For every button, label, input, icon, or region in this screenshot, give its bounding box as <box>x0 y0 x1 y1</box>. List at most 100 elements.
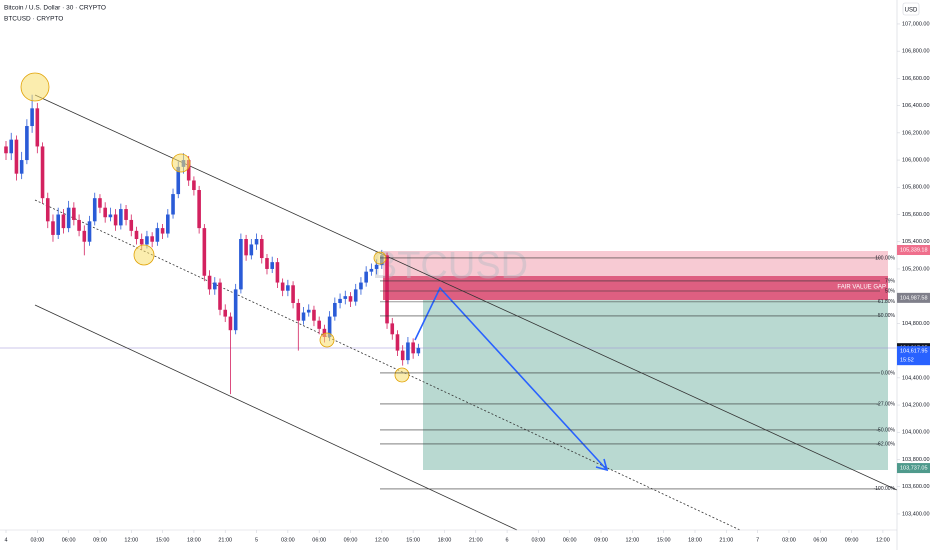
candle-body <box>244 239 248 256</box>
candle-body <box>124 209 128 220</box>
y-tick-label: 106,400.00 <box>902 103 930 109</box>
fib-label: 50% <box>885 288 896 294</box>
x-tick-label: 15:00 <box>657 537 671 543</box>
candle-body <box>364 271 368 283</box>
x-tick-label: 09:00 <box>845 537 859 543</box>
y-tick-label: 105,400.00 <box>902 239 930 245</box>
currency-box <box>902 2 920 16</box>
candle-body <box>390 323 395 335</box>
candle-body <box>233 289 238 331</box>
candle-body <box>369 268 374 272</box>
x-tick-label: 03:00 <box>30 537 44 543</box>
candle-body <box>155 228 160 242</box>
x-tick-label: 03:00 <box>532 537 546 543</box>
candle-body <box>108 214 113 218</box>
candle-body <box>411 342 415 354</box>
candle-body <box>186 160 191 181</box>
candle-body <box>139 239 144 245</box>
candle-body <box>4 146 8 154</box>
price-badge-label: 104,617.95 <box>900 349 928 355</box>
countdown: 15:52 <box>900 358 914 364</box>
y-tick-label: 105,600.00 <box>902 212 930 218</box>
price-axis <box>897 0 932 550</box>
fib-label: -50.00% <box>876 427 895 433</box>
candle-body <box>338 298 342 303</box>
candle-body <box>406 342 410 361</box>
candle-body <box>327 316 332 338</box>
chart-subtitle: BTCUSD · CRYPTO <box>4 16 63 23</box>
y-tick-label: 103,600.00 <box>902 484 930 490</box>
candle-body <box>223 309 228 317</box>
candle-body <box>286 285 290 291</box>
candle-body <box>280 282 285 291</box>
y-tick-label: 103,800.00 <box>902 457 930 463</box>
candle-body <box>66 207 71 229</box>
candle-body <box>51 221 55 235</box>
highlight <box>394 367 410 383</box>
candle-body <box>134 230 139 240</box>
candle-body <box>301 312 306 321</box>
arrow-head <box>595 458 609 472</box>
candle-body <box>207 275 212 290</box>
candle-body <box>14 139 19 174</box>
highlight <box>20 72 50 102</box>
zone-label: FAIR VALUE GAP <box>837 285 886 291</box>
x-tick-label: 21:00 <box>469 537 483 543</box>
candle-body <box>333 302 337 317</box>
x-tick-label: 15:00 <box>406 537 420 543</box>
y-tick-label: 106,000.00 <box>902 158 930 164</box>
candle-body <box>72 207 76 220</box>
fib-label: 50.00% <box>878 313 896 319</box>
target-zone <box>423 300 888 470</box>
candle-body <box>212 282 217 290</box>
candle-body <box>270 262 275 269</box>
x-tick-label: 09:00 <box>93 537 107 543</box>
candle-body <box>400 350 405 361</box>
candle-body <box>395 334 400 351</box>
watermark: BTCUSD <box>372 245 528 287</box>
candle-body <box>348 296 353 302</box>
fib-label: 79% <box>885 278 896 284</box>
candle-body <box>374 264 379 269</box>
candle-body <box>312 309 316 321</box>
candle-body <box>265 258 269 269</box>
x-tick-label: 09:00 <box>344 537 358 543</box>
candle-body <box>249 244 254 256</box>
x-tick-label: 12:00 <box>625 537 639 543</box>
highlight <box>171 153 191 173</box>
fair-value-gap <box>383 276 888 300</box>
candle-body <box>166 214 170 234</box>
x-tick-label: 03:00 <box>281 537 295 543</box>
chart-title: Bitcoin / U.S. Dollar · 30 · CRYPTO <box>4 5 106 12</box>
y-tick-label: 106,600.00 <box>902 76 930 82</box>
candle-body <box>145 236 149 245</box>
candle-body <box>45 198 50 222</box>
y-tick-label: 104,000.00 <box>902 430 930 436</box>
candle-body <box>30 108 34 127</box>
lower-line <box>34 304 518 531</box>
candle-body <box>160 228 165 234</box>
x-tick-label: 18:00 <box>438 537 452 543</box>
x-tick-label: 09:00 <box>594 537 608 543</box>
x-tick-label: 06:00 <box>813 537 827 543</box>
y-tick-label: 106,800.00 <box>902 49 930 55</box>
x-tick-label: 12:00 <box>375 537 389 543</box>
candle-body <box>218 282 222 310</box>
price-badge <box>897 292 930 303</box>
candle-body <box>19 160 24 174</box>
candle-body <box>259 239 264 259</box>
y-tick-label: 106,200.00 <box>902 130 930 136</box>
x-tick-label: 21:00 <box>218 537 232 543</box>
highlight <box>319 332 335 348</box>
candle-body <box>291 285 295 303</box>
candle-body <box>317 320 321 329</box>
x-tick-label: 5 <box>255 537 258 543</box>
candle-body <box>343 296 348 299</box>
candle-body <box>359 282 363 290</box>
candle-body <box>202 228 207 276</box>
candle-body <box>322 328 327 338</box>
candle-body <box>119 209 123 226</box>
fib-label: 0.00% <box>881 370 896 376</box>
candle-body <box>35 108 40 147</box>
